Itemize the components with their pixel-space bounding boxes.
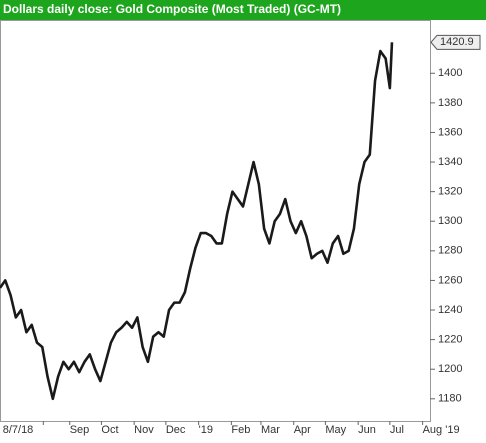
x-tick-label: May <box>325 424 346 436</box>
x-tick-label: '19 <box>199 424 213 436</box>
price-line <box>0 42 394 401</box>
plot-frame <box>0 20 431 422</box>
x-tick-label: 8/7/18 <box>3 424 34 436</box>
x-tick-label: Apr <box>294 424 311 436</box>
y-tick-label: 1180 <box>438 393 462 405</box>
x-tick-label: Jul <box>390 424 404 436</box>
x-tick-label: Jun <box>358 424 376 436</box>
last-value-label: 1420.9 <box>440 36 474 48</box>
y-tick-label: 1300 <box>438 215 462 227</box>
y-tick-label: 1400 <box>438 67 462 79</box>
y-tick-label: 1380 <box>438 97 462 109</box>
x-tick-label: Nov <box>134 424 154 436</box>
y-tick-label: 1240 <box>438 304 462 316</box>
chart-title: Dollars daily close: Gold Composite (Mos… <box>3 2 341 16</box>
y-tick-label: 1280 <box>438 245 462 257</box>
x-tick-label: Mar <box>261 424 280 436</box>
x-tick-label: Sep <box>70 424 90 436</box>
x-tick-label: Dec <box>166 424 186 436</box>
last-value-box <box>430 34 481 50</box>
title-bar <box>0 0 486 20</box>
y-tick-label: 1360 <box>438 126 462 138</box>
y-tick-label: 1220 <box>438 334 462 346</box>
x-tick-label: Oct <box>101 424 118 436</box>
x-tick-label: Aug '19 <box>423 424 460 436</box>
x-tick-label: Feb <box>231 424 250 436</box>
y-tick-label: 1200 <box>438 363 462 375</box>
y-tick-label: 1340 <box>438 156 462 168</box>
y-tick-label: 1260 <box>438 274 462 286</box>
y-tick-label: 1320 <box>438 186 462 198</box>
